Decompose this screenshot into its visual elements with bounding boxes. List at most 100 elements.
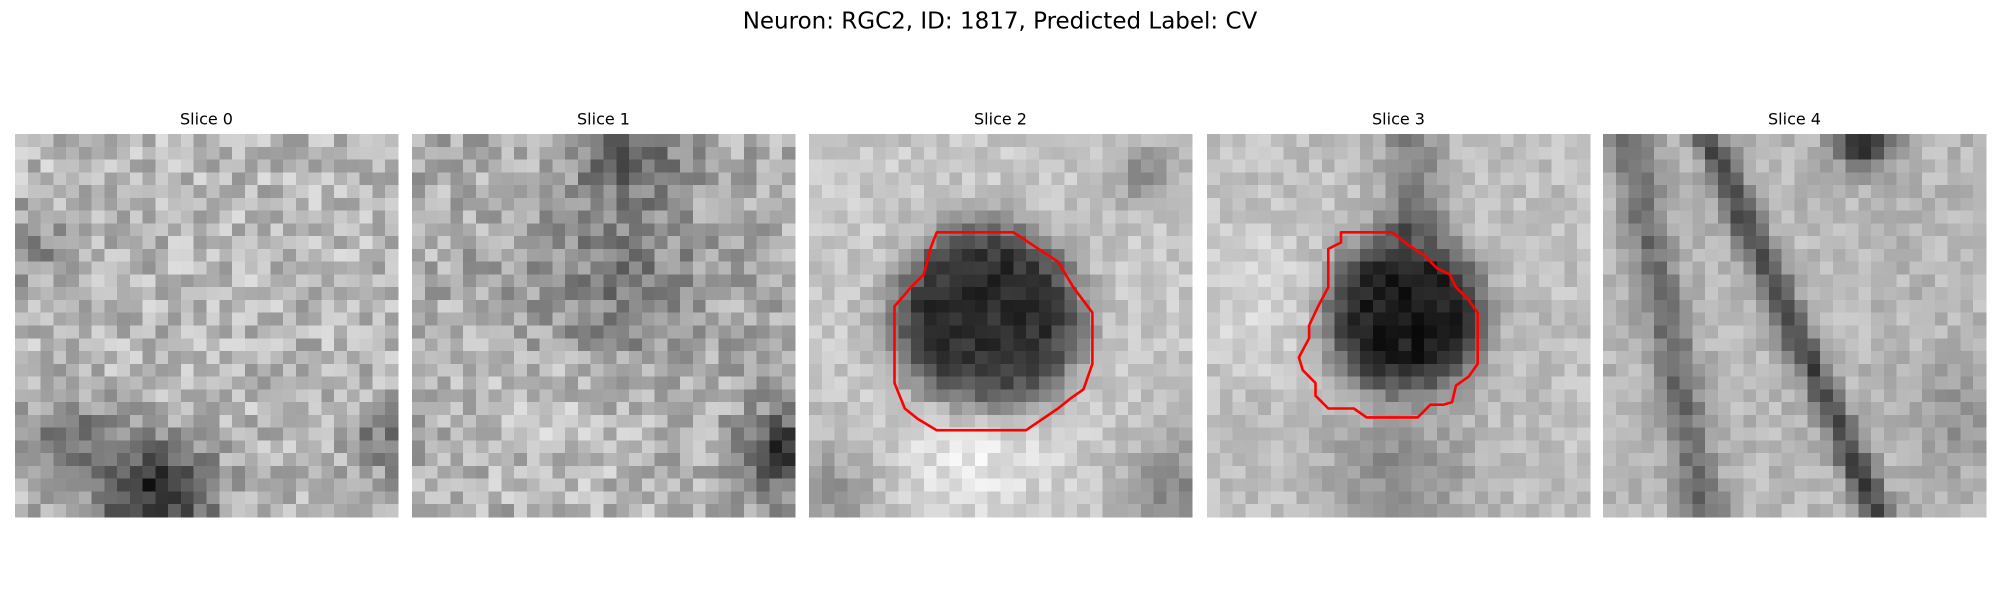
pixel [667,414,681,428]
pixel [372,504,386,518]
pixel [257,453,271,467]
slice-image [809,134,1193,518]
pixel [142,210,156,224]
pixel [1179,453,1193,467]
pixel [219,299,233,314]
pixel [1038,453,1052,467]
pixel [1038,236,1052,250]
pixel [1807,172,1821,186]
pixel [885,478,899,492]
pixel [1207,248,1221,262]
pixel [1922,465,1936,479]
pixel [244,440,258,454]
pixel [1756,185,1770,199]
pixel [155,427,169,441]
pixel [488,134,502,148]
pixel [1692,491,1706,505]
pixel [1858,312,1872,326]
pixel [1500,185,1514,199]
pixel [372,478,386,492]
pixel [1679,504,1693,518]
pixel [1000,402,1014,416]
pixel [475,159,489,173]
pixel [501,440,515,454]
pixel [1179,287,1193,301]
pixel [1756,197,1770,211]
pixel [1347,210,1361,224]
pixel [1245,478,1259,492]
pixel [27,478,41,492]
pixel [577,299,592,314]
pixel [463,261,477,275]
pixel [1538,274,1552,288]
pixel [1051,338,1065,352]
pixel [219,363,233,377]
pixel [1794,376,1808,390]
pixel [168,172,182,186]
pixel [270,402,284,416]
pixel [40,351,54,365]
pixel [898,261,912,275]
pixel [629,223,643,237]
pixel [180,338,195,352]
pixel [834,389,848,403]
pixel [809,453,823,467]
pixel [1922,134,1936,148]
pixel [514,389,528,403]
pixel [898,465,912,479]
pixel [27,159,41,173]
pixel [743,414,757,428]
pixel [1372,287,1387,301]
pixel [1179,491,1193,505]
pixel [590,261,604,275]
pixel [1973,236,1987,250]
pixel [962,312,976,326]
pixel [475,440,489,454]
pixel [1705,491,1719,505]
pixel [168,261,182,275]
pixel [385,185,399,199]
pixel [78,338,92,352]
pixel [987,465,1001,479]
pixel [834,210,848,224]
pixel [1538,261,1552,275]
pixel [1436,491,1450,505]
pixel [949,312,963,326]
pixel [257,414,271,428]
pixel [1372,197,1387,211]
pixel [1947,287,1961,301]
pixel [1909,338,1923,352]
pixel [1321,185,1335,199]
pixel [1756,363,1770,377]
pixel [1615,134,1629,148]
pixel [1654,299,1668,314]
pixel [15,159,29,173]
pixel [1538,146,1552,160]
pixel [1603,478,1617,492]
pixel [155,491,169,505]
pixel [450,261,464,275]
pixel [450,210,464,224]
pixel [731,504,745,518]
pixel [321,504,335,518]
pixel [526,299,540,314]
pixel [155,363,169,377]
pixel [257,376,271,390]
pixel [577,185,592,199]
pixel [949,261,963,275]
pixel [1679,261,1693,275]
pixel [1207,389,1221,403]
pixel [1283,146,1297,160]
pixel [1551,440,1565,454]
pixel [1883,491,1897,505]
pixel [1934,172,1948,186]
pixel [1973,210,1987,224]
pixel [526,338,540,352]
pixel [1845,159,1859,173]
pixel [743,159,757,173]
pixel [180,299,195,314]
pixel [1436,287,1450,301]
pixel [1628,159,1642,173]
pixel [1115,504,1129,518]
pixel [359,491,373,505]
